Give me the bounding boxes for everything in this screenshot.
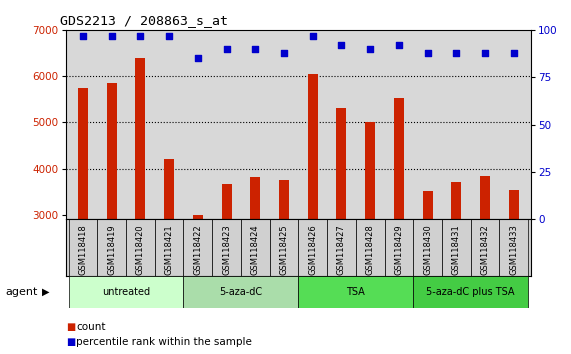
- Text: GSM118433: GSM118433: [509, 224, 518, 275]
- Bar: [69, 219, 97, 276]
- Text: count: count: [76, 322, 106, 332]
- Point: [222, 46, 231, 52]
- Point: [395, 42, 404, 48]
- Point: [337, 42, 346, 48]
- Point: [452, 50, 461, 56]
- Text: GSM118425: GSM118425: [279, 224, 288, 275]
- Point: [107, 33, 116, 39]
- Text: GSM118428: GSM118428: [365, 224, 375, 275]
- Text: TSA: TSA: [347, 287, 365, 297]
- Bar: [356, 219, 384, 276]
- Text: GSM118422: GSM118422: [194, 224, 202, 275]
- Bar: [193, 215, 203, 353]
- Bar: [183, 276, 298, 308]
- Bar: [298, 219, 327, 276]
- Bar: [164, 159, 174, 353]
- Point: [78, 33, 87, 39]
- Bar: [212, 219, 241, 276]
- Text: percentile rank within the sample: percentile rank within the sample: [76, 337, 252, 347]
- Point: [164, 33, 174, 39]
- Bar: [451, 182, 461, 353]
- Point: [481, 50, 490, 56]
- Bar: [308, 74, 317, 353]
- Bar: [183, 219, 212, 276]
- Text: GSM118426: GSM118426: [308, 224, 317, 275]
- Bar: [500, 219, 528, 276]
- Text: 5-aza-dC plus TSA: 5-aza-dC plus TSA: [427, 287, 515, 297]
- Text: GSM118421: GSM118421: [164, 224, 174, 275]
- Text: agent: agent: [6, 287, 38, 297]
- Text: GSM118418: GSM118418: [78, 224, 87, 275]
- Text: GSM118420: GSM118420: [136, 224, 145, 275]
- Text: ■: ■: [66, 337, 75, 347]
- Text: ▶: ▶: [42, 287, 49, 297]
- Point: [136, 33, 145, 39]
- Text: untreated: untreated: [102, 287, 150, 297]
- Text: GSM118423: GSM118423: [222, 224, 231, 275]
- Point: [365, 46, 375, 52]
- Point: [308, 33, 317, 39]
- Bar: [298, 276, 413, 308]
- Bar: [423, 191, 433, 353]
- Point: [251, 46, 260, 52]
- Point: [423, 50, 432, 56]
- Text: GSM118424: GSM118424: [251, 224, 260, 275]
- Bar: [279, 180, 289, 353]
- Bar: [155, 219, 183, 276]
- Bar: [222, 184, 232, 353]
- Bar: [365, 121, 375, 353]
- Bar: [509, 190, 519, 353]
- Bar: [78, 88, 88, 353]
- Bar: [250, 177, 260, 353]
- Point: [509, 50, 518, 56]
- Bar: [241, 219, 270, 276]
- Bar: [442, 219, 471, 276]
- Bar: [480, 176, 490, 353]
- Text: 5-aza-dC: 5-aza-dC: [219, 287, 263, 297]
- Bar: [384, 219, 413, 276]
- Text: GSM118432: GSM118432: [481, 224, 489, 275]
- Bar: [126, 219, 155, 276]
- Bar: [135, 58, 146, 353]
- Bar: [394, 98, 404, 353]
- Text: GSM118430: GSM118430: [423, 224, 432, 275]
- Text: GSM118429: GSM118429: [395, 224, 403, 275]
- Bar: [471, 219, 500, 276]
- Text: GSM118427: GSM118427: [337, 224, 346, 275]
- Text: ■: ■: [66, 322, 75, 332]
- Text: GSM118431: GSM118431: [452, 224, 461, 275]
- Bar: [107, 83, 116, 353]
- Bar: [413, 276, 528, 308]
- Text: GDS2213 / 208863_s_at: GDS2213 / 208863_s_at: [60, 14, 228, 27]
- Bar: [336, 108, 347, 353]
- Bar: [327, 219, 356, 276]
- Bar: [270, 219, 299, 276]
- Bar: [97, 219, 126, 276]
- Point: [279, 50, 288, 56]
- Bar: [69, 276, 183, 308]
- Bar: [413, 219, 442, 276]
- Point: [193, 56, 202, 61]
- Text: GSM118419: GSM118419: [107, 224, 116, 275]
